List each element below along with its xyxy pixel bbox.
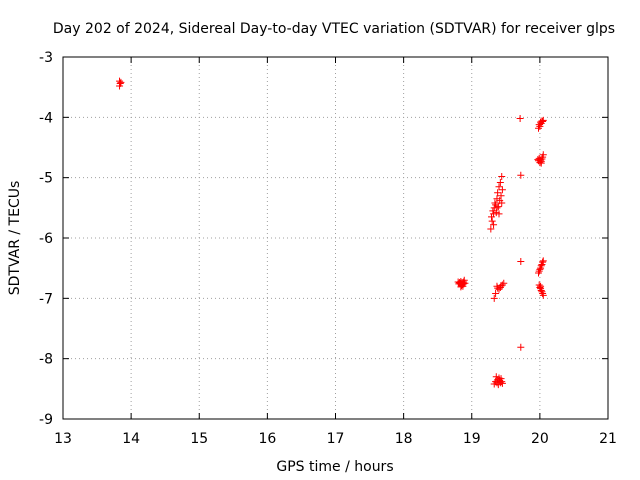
data-point (517, 343, 525, 351)
data-point (460, 276, 468, 284)
y-axis-label: SDTVAR / TECUs (7, 181, 23, 296)
data-point (495, 210, 503, 218)
x-tick-label: 16 (258, 431, 276, 447)
data-point (490, 294, 498, 302)
data-point (460, 280, 468, 288)
data-point (537, 282, 545, 290)
data-point (537, 286, 545, 294)
data-point (539, 257, 547, 265)
x-tick-label: 19 (463, 431, 481, 447)
data-point (517, 258, 525, 266)
y-tick-label: -8 (39, 352, 53, 368)
data-point (497, 192, 505, 200)
data-point (539, 291, 547, 299)
grid-lines (63, 57, 608, 419)
data-point (497, 375, 505, 383)
data-point (492, 290, 500, 298)
data-point (537, 159, 545, 167)
x-tick-label: 13 (54, 431, 72, 447)
y-tick-label: -5 (39, 171, 53, 187)
data-point (497, 282, 505, 290)
data-point (487, 225, 495, 233)
data-point (539, 151, 547, 159)
data-point (498, 379, 506, 387)
data-point (494, 189, 502, 197)
data-point (538, 117, 546, 125)
data-point (539, 118, 547, 126)
data-point (496, 178, 504, 186)
data-point (539, 258, 547, 266)
data-point (535, 269, 543, 277)
data-point (490, 221, 498, 229)
y-tick-label: -3 (39, 50, 53, 66)
data-point (117, 78, 125, 86)
data-point (494, 381, 502, 389)
data-point (537, 262, 545, 270)
data-point (536, 283, 544, 291)
axis-ticks: 13 14 15 16 17 18 19 20 21 -3 -4 -5 -6 -7 -8 -9 (39, 50, 617, 447)
data-point (498, 172, 506, 180)
data-point (535, 267, 543, 275)
data-point (488, 217, 496, 225)
chart-title: Day 202 of 2024, Sidereal Day-to-day VTE… (53, 21, 615, 37)
y-tick-label: -4 (39, 110, 53, 126)
x-tick-label: 17 (327, 431, 345, 447)
data-point (498, 281, 506, 289)
data-point (495, 183, 503, 191)
data-point (536, 122, 544, 130)
data-point (493, 204, 501, 212)
data-point (492, 373, 500, 381)
y-tick-label: -6 (39, 231, 53, 247)
x-tick-label: 21 (599, 431, 617, 447)
data-point (494, 203, 502, 211)
data-point (498, 199, 506, 207)
x-tick-label: 20 (531, 431, 549, 447)
data-point (536, 265, 544, 273)
y-tick-label: -9 (39, 412, 53, 428)
data-point (516, 115, 524, 123)
data-point (538, 155, 546, 163)
x-axis-label: GPS time / hours (276, 459, 393, 475)
data-point (491, 199, 499, 207)
data-points (116, 77, 547, 389)
y-tick-label: -7 (39, 291, 53, 307)
data-point (539, 290, 547, 298)
data-point (461, 279, 469, 287)
data-point (535, 124, 543, 132)
data-point (495, 285, 503, 293)
data-point (116, 82, 124, 90)
data-point (539, 116, 547, 124)
data-point (489, 207, 497, 215)
data-point (488, 213, 496, 221)
data-point (538, 288, 546, 296)
data-point (498, 378, 506, 386)
data-point (517, 171, 525, 179)
x-tick-label: 18 (395, 431, 413, 447)
data-point (498, 186, 506, 194)
x-tick-label: 14 (122, 431, 140, 447)
x-tick-label: 15 (190, 431, 208, 447)
